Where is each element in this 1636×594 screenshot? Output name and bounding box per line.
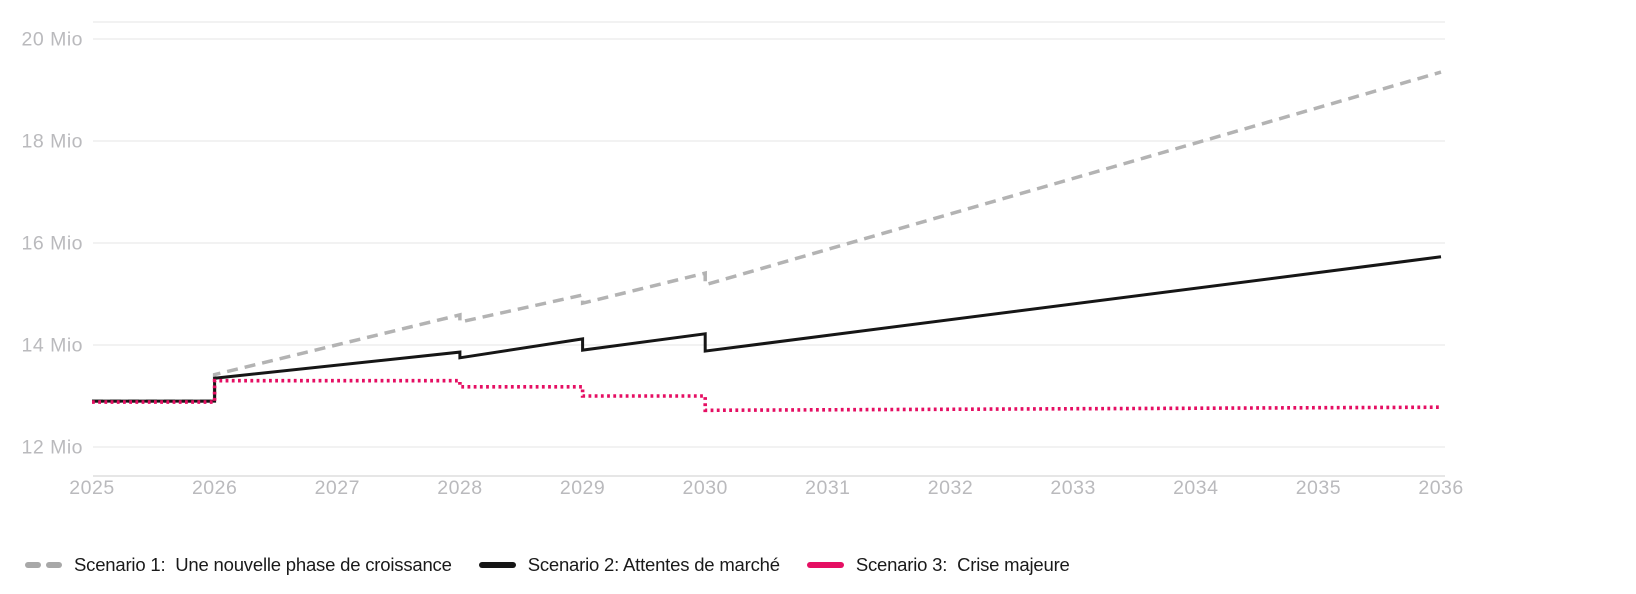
series-line-scenario-3: [92, 378, 1442, 413]
x-axis-tick-label: 2028: [437, 477, 482, 499]
x-axis-tick-label: 2034: [1173, 477, 1218, 499]
x-axis-tick-label: 2033: [1050, 477, 1095, 499]
legend-label: Scenario 2: Attentes de marché: [527, 554, 780, 575]
x-axis-tick-label: 2025: [69, 477, 114, 499]
legend-label: Scenario 1: Une nouvelle phase de croiss…: [74, 554, 452, 575]
x-axis-tick-label: 2032: [928, 477, 973, 499]
x-axis-tick-label: 2031: [805, 477, 850, 499]
legend-swatch-dotted-icon: [806, 562, 844, 568]
y-axis-tick-label: 14 Mio: [21, 335, 83, 357]
legend-swatch-solid-icon: [478, 562, 516, 568]
x-axis-tick-label: 2027: [315, 477, 360, 499]
legend-item-scenario-3: Scenario 3: Crise majeure: [806, 554, 1070, 576]
series-line-scenario-1: [92, 70, 1442, 403]
x-axis-tick-label: 2026: [192, 477, 237, 499]
series-line-scenario-2: [92, 255, 1442, 403]
y-axis-tick-label: 12 Mio: [21, 437, 83, 459]
y-axis-tick-label: 20 Mio: [21, 29, 83, 51]
legend-label: Scenario 3: Crise majeure: [855, 554, 1070, 575]
legend-item-scenario-2: Scenario 2: Attentes de marché: [478, 554, 780, 576]
x-axis-tick-label: 2036: [1418, 477, 1463, 499]
legend-swatch-dashed-icon: [25, 562, 62, 568]
legend-item-scenario-1: Scenario 1: Une nouvelle phase de croiss…: [25, 554, 452, 576]
y-axis-tick-label: 18 Mio: [21, 131, 83, 153]
x-axis-tick-label: 2030: [683, 477, 728, 499]
x-axis-tick-label: 2035: [1296, 477, 1341, 499]
y-axis-tick-label: 16 Mio: [21, 233, 83, 255]
x-axis-tick-label: 2029: [560, 477, 605, 499]
chart-legend: Scenario 1: Une nouvelle phase de croiss…: [25, 554, 1070, 576]
